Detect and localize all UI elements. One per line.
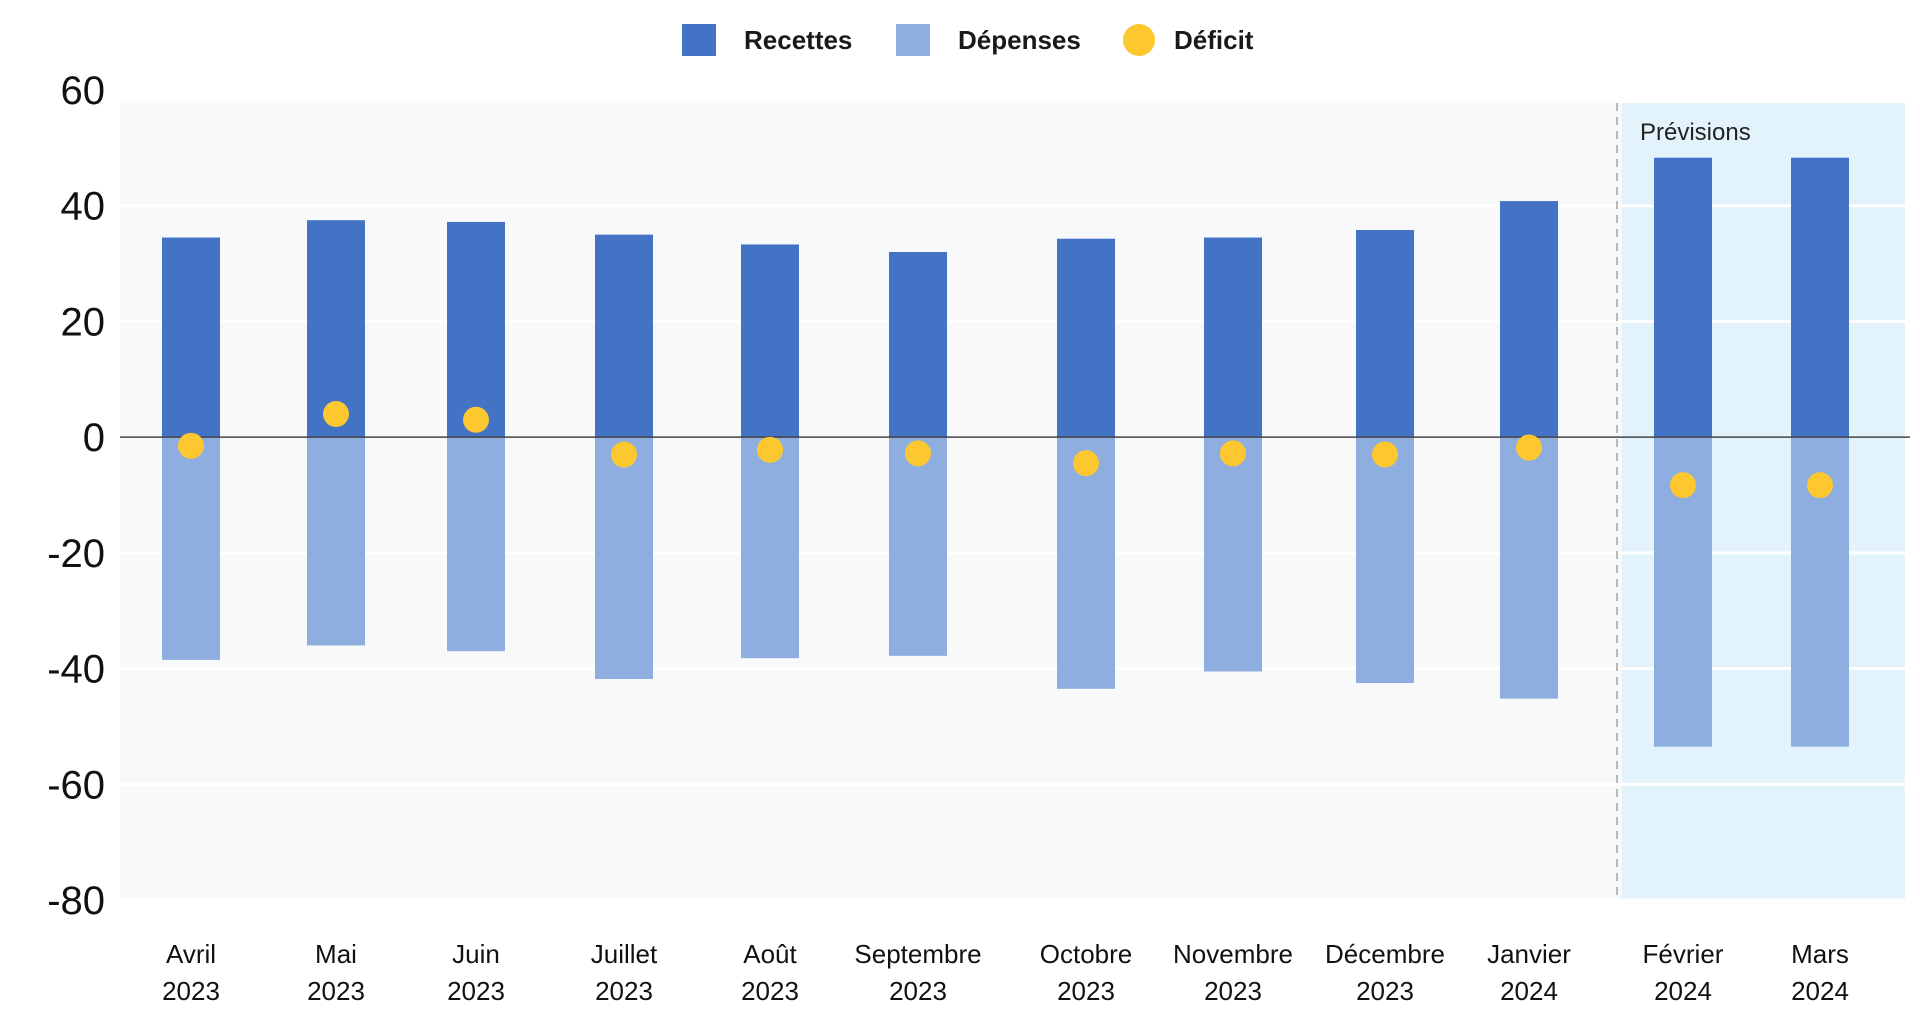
deficit-point <box>1516 434 1542 461</box>
depenses-bar <box>741 437 799 659</box>
recettes-bar <box>1204 237 1262 438</box>
legend: Recettes Dépenses Déficit <box>682 24 1254 56</box>
x-tick-year: 2023 <box>162 976 220 1006</box>
legend-label-deficit: Déficit <box>1174 25 1254 55</box>
plot-background <box>120 103 1905 900</box>
x-tick-year: 2023 <box>741 976 799 1006</box>
x-tick-year: 2024 <box>1500 976 1558 1006</box>
deficit-point <box>757 436 783 463</box>
depenses-bar <box>1057 437 1115 689</box>
recettes-bar <box>889 252 947 438</box>
x-tick-month: Mars <box>1791 939 1849 969</box>
deficit-point <box>1073 450 1099 477</box>
legend-item-depenses: Dépenses <box>896 24 1081 56</box>
y-tick-label: 40 <box>61 185 106 229</box>
x-tick-month: Août <box>743 939 797 969</box>
x-tick-month: Avril <box>166 939 216 969</box>
deficit-point <box>905 440 931 467</box>
legend-swatch-deficit <box>1123 24 1155 56</box>
x-tick-month: Septembre <box>854 939 981 969</box>
grid-lines <box>120 88 1905 902</box>
x-tick-year: 2024 <box>1654 976 1712 1006</box>
y-axis-ticks: 60 40 20 0 -20 -40 -60 -80 <box>47 69 105 923</box>
deficit-point <box>1807 472 1833 499</box>
y-tick-label: -20 <box>47 532 105 576</box>
y-tick-label: 60 <box>61 69 106 113</box>
depenses-bar <box>307 437 365 646</box>
x-tick-month: Décembre <box>1325 939 1445 969</box>
recettes-bar <box>1057 238 1115 438</box>
depenses-bar <box>595 437 653 679</box>
y-tick-label: 20 <box>61 300 106 344</box>
x-tick-month: Mai <box>315 939 357 969</box>
deficit-point <box>463 406 489 433</box>
depenses-bar <box>447 437 505 652</box>
x-tick-month: Octobre <box>1040 939 1133 969</box>
depenses-bar <box>889 437 947 656</box>
recettes-bar <box>741 244 799 438</box>
depenses-bar <box>162 437 220 660</box>
legend-item-recettes: Recettes <box>682 24 852 56</box>
x-tick-month: Février <box>1643 939 1724 969</box>
depenses-bar <box>1500 437 1558 699</box>
deficit-point <box>611 441 637 468</box>
depenses-bar <box>1204 437 1262 672</box>
deficit-point <box>1372 441 1398 468</box>
x-axis-ticks: Avril 2023 Mai 2023 Juin 2023 Juillet 2023 Août 2… <box>162 939 1849 1006</box>
x-tick-year: 2023 <box>1356 976 1414 1006</box>
deficit-point <box>323 401 349 427</box>
x-tick-year: 2023 <box>1204 976 1262 1006</box>
y-tick-label: -80 <box>47 879 105 923</box>
x-tick-year: 2024 <box>1791 976 1849 1006</box>
deficit-points <box>178 401 1833 499</box>
x-tick-year: 2023 <box>595 976 653 1006</box>
recettes-bars <box>162 157 1849 438</box>
deficit-point <box>178 432 204 459</box>
y-tick-label: -60 <box>47 763 105 807</box>
y-tick-label: 0 <box>83 416 105 460</box>
y-tick-label: -40 <box>47 648 105 692</box>
recettes-bar <box>1500 201 1558 438</box>
x-tick-month: Juin <box>452 939 500 969</box>
depenses-bar <box>1356 437 1414 684</box>
x-tick-month: Novembre <box>1173 939 1293 969</box>
x-tick-year: 2023 <box>447 976 505 1006</box>
recettes-bar <box>1356 230 1414 438</box>
x-tick-year: 2023 <box>307 976 365 1006</box>
legend-label-recettes: Recettes <box>744 25 852 55</box>
deficit-point <box>1220 440 1246 467</box>
x-tick-month: Janvier <box>1487 939 1571 969</box>
recettes-bar <box>447 221 505 438</box>
recettes-bar <box>595 234 653 438</box>
recettes-bar <box>307 220 365 438</box>
legend-label-depenses: Dépenses <box>958 25 1081 55</box>
legend-swatch-recettes <box>682 24 716 56</box>
legend-item-deficit: Déficit <box>1123 24 1254 56</box>
x-tick-year: 2023 <box>1057 976 1115 1006</box>
x-tick-year: 2023 <box>889 976 947 1006</box>
deficit-point <box>1670 472 1696 499</box>
recettes-bar <box>162 237 220 438</box>
legend-swatch-depenses <box>896 24 930 56</box>
forecast-label: Prévisions <box>1640 119 1751 146</box>
x-tick-month: Juillet <box>591 939 658 969</box>
recettes-bar <box>1654 157 1712 438</box>
recettes-bar <box>1791 157 1849 438</box>
